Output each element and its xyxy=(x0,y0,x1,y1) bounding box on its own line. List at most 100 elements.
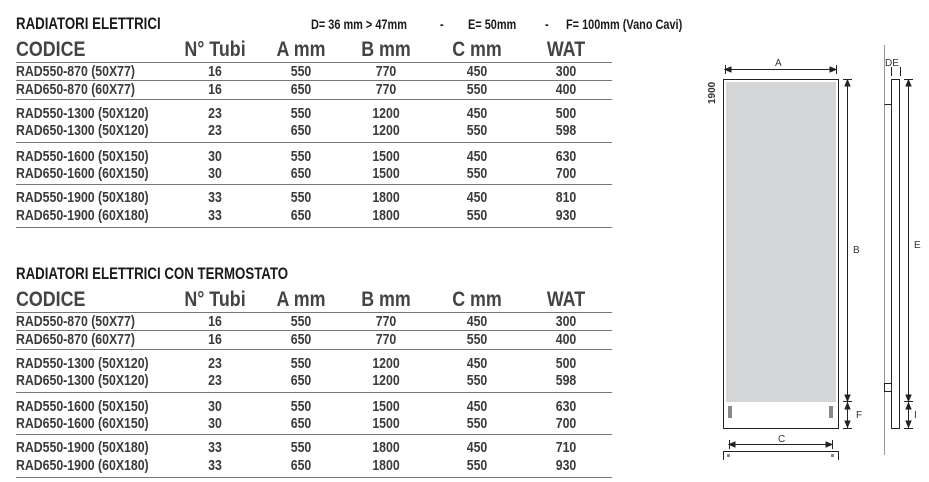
column-header: N° Tubi xyxy=(184,38,246,61)
table-cell: 16 xyxy=(208,63,222,80)
table-cell: 450 xyxy=(466,398,488,415)
table-cell: 1200 xyxy=(372,122,400,139)
table-cell: 930 xyxy=(555,457,577,474)
product-code: RAD650-1600 (60X150) xyxy=(16,165,149,182)
row-divider xyxy=(16,434,612,435)
product-code: RAD650-1900 (60X180) xyxy=(16,457,149,474)
table-cell: 450 xyxy=(466,148,488,165)
column-header: C mm xyxy=(452,288,502,311)
column-header: A mm xyxy=(276,38,326,61)
table-cell: 650 xyxy=(290,372,312,389)
column-header: WAT xyxy=(546,288,586,311)
table-cell: 650 xyxy=(290,165,312,182)
foot-left xyxy=(728,406,732,418)
row-divider xyxy=(16,477,612,478)
product-code: RAD550-870 (50X77) xyxy=(16,63,135,80)
column-header: B mm xyxy=(361,288,411,311)
row-divider xyxy=(16,392,612,393)
table-title: RADIATORI ELETTRICI CON TERMOSTATO xyxy=(16,264,289,283)
dimension-f-note: F= 100mm (Vano Cavi) xyxy=(566,16,683,32)
table-cell: 33 xyxy=(208,207,222,224)
column-header: A mm xyxy=(276,288,326,311)
table-cell: 400 xyxy=(555,331,577,348)
table-cell: 630 xyxy=(555,148,577,165)
table-cell: 16 xyxy=(208,81,222,98)
table-cell: 550 xyxy=(466,81,488,98)
label-c: C xyxy=(778,434,785,445)
table-cell: 33 xyxy=(208,457,222,474)
table-cell: 650 xyxy=(290,122,312,139)
table-cell: 33 xyxy=(208,189,222,206)
product-code: RAD650-1900 (60X180) xyxy=(16,207,149,224)
row-divider xyxy=(16,312,612,313)
table-cell: 450 xyxy=(466,63,488,80)
table-cell: 400 xyxy=(555,81,577,98)
table-cell: 550 xyxy=(466,372,488,389)
table-cell: 33 xyxy=(208,439,222,456)
separator: - xyxy=(545,16,549,32)
product-code: RAD550-1300 (50X120) xyxy=(16,105,149,122)
foot-right xyxy=(829,406,833,418)
separator: - xyxy=(440,16,444,32)
label-i: I xyxy=(914,410,917,421)
product-code: RAD650-870 (60X77) xyxy=(16,331,135,348)
column-header: CODICE xyxy=(16,38,86,61)
label-b: B xyxy=(853,245,860,256)
table-cell: 550 xyxy=(290,105,312,122)
table-cell: 16 xyxy=(208,331,222,348)
column-header: C mm xyxy=(452,38,502,61)
table-cell: 770 xyxy=(375,313,397,330)
table-cell: 23 xyxy=(208,122,222,139)
table-cell: 500 xyxy=(555,355,577,372)
table-cell: 710 xyxy=(555,439,577,456)
table-cell: 550 xyxy=(466,207,488,224)
row-divider xyxy=(16,142,612,143)
table-cell: 450 xyxy=(466,439,488,456)
table-cell: 1800 xyxy=(372,207,400,224)
column-header: B mm xyxy=(361,38,411,61)
row-divider xyxy=(16,227,612,228)
product-code: RAD550-1300 (50X120) xyxy=(16,355,149,372)
table-cell: 550 xyxy=(466,457,488,474)
table-cell: 550 xyxy=(466,331,488,348)
table-cell: 650 xyxy=(290,331,312,348)
column-header: WAT xyxy=(546,38,586,61)
table-cell: 450 xyxy=(466,189,488,206)
panel-side xyxy=(891,79,900,429)
label-de: DE xyxy=(885,58,899,69)
table-cell: 450 xyxy=(466,313,488,330)
table-cell: 1500 xyxy=(372,415,400,432)
table-cell: 500 xyxy=(555,105,577,122)
product-code: RAD550-870 (50X77) xyxy=(16,313,135,330)
table-cell: 30 xyxy=(208,165,222,182)
table-cell: 650 xyxy=(290,457,312,474)
column-header: N° Tubi xyxy=(184,288,246,311)
table-cell: 300 xyxy=(555,63,577,80)
dimension-d-note: D= 36 mm > 47mm xyxy=(311,16,407,32)
table-cell: 550 xyxy=(290,439,312,456)
product-code: RAD650-1600 (60X150) xyxy=(16,415,149,432)
product-code: RAD550-1600 (50X150) xyxy=(16,148,149,165)
table-cell: 770 xyxy=(375,331,397,348)
table-cell: 550 xyxy=(290,189,312,206)
product-code: RAD650-1300 (50X120) xyxy=(16,122,149,139)
table-cell: 1800 xyxy=(372,457,400,474)
table-cell: 1200 xyxy=(372,105,400,122)
table-cell: 30 xyxy=(208,398,222,415)
table-cell: 550 xyxy=(290,63,312,80)
height-label: 1900 xyxy=(707,81,718,104)
label-e: E xyxy=(914,240,921,251)
row-divider xyxy=(16,184,612,185)
table-cell: 700 xyxy=(555,165,577,182)
table-cell: 650 xyxy=(290,207,312,224)
label-a: A xyxy=(775,58,782,69)
table-cell: 1500 xyxy=(372,398,400,415)
bracket-bottom xyxy=(884,383,892,392)
table-cell: 700 xyxy=(555,415,577,432)
table-cell: 550 xyxy=(290,398,312,415)
table-cell: 23 xyxy=(208,105,222,122)
table-cell: 550 xyxy=(290,313,312,330)
table-cell: 550 xyxy=(290,355,312,372)
